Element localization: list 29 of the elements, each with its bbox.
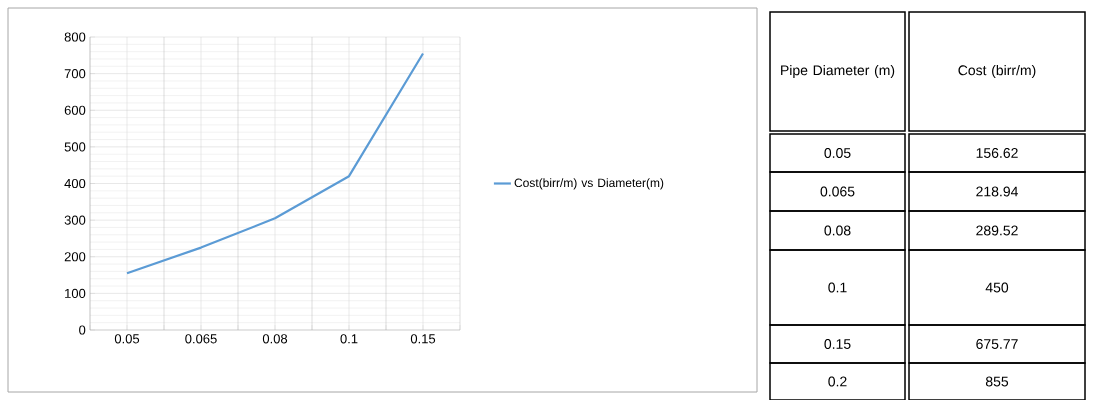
text: 0.08 bbox=[824, 225, 851, 236]
y-tick-label: 400 bbox=[64, 178, 86, 189]
text: 0.2 bbox=[828, 376, 847, 387]
y-tick-label: 200 bbox=[64, 252, 86, 262]
x-tick-label: 0.15 bbox=[410, 334, 436, 344]
y-tick-label: 800 bbox=[64, 32, 86, 42]
y-tick-label: 0 bbox=[79, 325, 86, 335]
y-tick-label: 100 bbox=[65, 288, 86, 298]
x-tick-label: 0.1 bbox=[340, 334, 358, 344]
y-tick-label: 700 bbox=[64, 69, 86, 79]
text: 855 bbox=[985, 376, 1009, 387]
text: 156.62 bbox=[976, 148, 1018, 158]
y-tick-label: 500 bbox=[64, 142, 86, 152]
x-tick-label: 0.08 bbox=[262, 334, 288, 344]
text: 675.77 bbox=[976, 339, 1018, 349]
text: 0.065 bbox=[820, 186, 855, 197]
text: Cost (birr/m) bbox=[958, 64, 1036, 79]
x-tick-label: 0.05 bbox=[114, 334, 140, 344]
y-tick-label: 300 bbox=[64, 215, 86, 225]
text: 450 bbox=[985, 282, 1009, 293]
legend-label: Cost(birr/m) vs Diameter(m) bbox=[514, 178, 664, 190]
text: Pipe Diameter (m) bbox=[781, 64, 895, 79]
text: 0.1 bbox=[828, 282, 847, 293]
y-tick-label: 600 bbox=[64, 105, 86, 115]
line-series bbox=[125, 52, 425, 275]
text: 218.94 bbox=[976, 186, 1018, 197]
text: 0.05 bbox=[824, 148, 851, 158]
text: 289.52 bbox=[976, 225, 1018, 236]
x-tick-label: 0.065 bbox=[185, 334, 217, 344]
